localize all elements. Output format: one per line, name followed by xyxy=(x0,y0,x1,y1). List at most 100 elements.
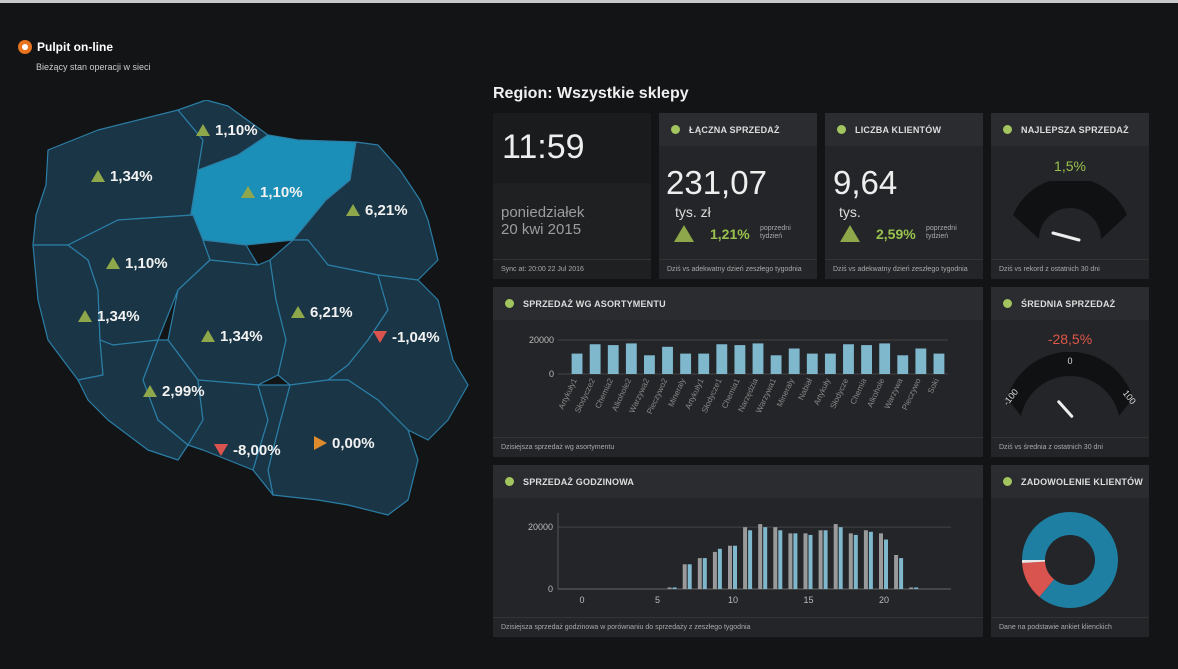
trend-up-icon xyxy=(201,330,215,342)
region-greater-poland[interactable] xyxy=(67,214,211,346)
avg-sale-gauge: -100 0 100 xyxy=(1001,352,1138,418)
map-label-value: 1,10% xyxy=(125,255,168,272)
region-lesser-poland[interactable] xyxy=(252,384,291,496)
y-tick-label: 20000 xyxy=(528,522,553,532)
note-line1: poprzedni xyxy=(926,225,957,232)
bar xyxy=(793,533,798,589)
bar xyxy=(824,353,836,374)
hourly-footer: Dzisiejsza sprzedaż godzinowa w porównan… xyxy=(501,624,751,631)
bar xyxy=(773,527,778,589)
bar xyxy=(728,545,732,589)
bar xyxy=(806,353,818,374)
donut-slice xyxy=(1022,512,1118,608)
bar xyxy=(672,587,677,589)
map-label-value: -1,04% xyxy=(392,329,440,346)
sync-text: Sync at: 20:00 22 Jul 2016 xyxy=(501,266,584,273)
bar xyxy=(702,558,707,589)
bar xyxy=(879,533,883,589)
note-line2: tydzień xyxy=(926,233,949,240)
trend-up-icon xyxy=(241,186,255,198)
bar xyxy=(778,530,783,589)
bar xyxy=(607,345,619,374)
best-sale-value: 1,5% xyxy=(1054,158,1086,174)
satisfaction-panel: ZADOWOLENIE KLIENTÓW Dane na podstawie a… xyxy=(991,465,1149,637)
x-tick-label: 20 xyxy=(879,595,889,605)
trend-up-icon xyxy=(840,225,860,242)
assortment-panel: SPRZEDAŻ WG ASORTYMENTU 20000 0 Artykuły1 S… xyxy=(493,287,983,457)
status-dot-icon xyxy=(505,477,514,486)
map-label: 6,21% xyxy=(291,304,353,321)
bar xyxy=(697,558,702,589)
clients-footer: Dziś vs adekwatny dzień zeszłego tygodni… xyxy=(833,266,968,273)
status-dot-icon xyxy=(1003,299,1012,308)
bar xyxy=(748,530,753,589)
best-sale-panel: NAJLEPSZA SPRZEDAŻ 1,5% Dziś vs rekord z… xyxy=(991,113,1149,279)
total-sales-unit: tys. zł xyxy=(675,204,711,220)
x-tick-label: 0 xyxy=(579,595,584,605)
hourly-header: SPRZEDAŻ GODZINOWA xyxy=(493,465,983,498)
bar xyxy=(758,524,763,589)
donut-slice xyxy=(1022,561,1055,597)
best-sale-header: NAJLEPSZA SPRZEDAŻ xyxy=(991,113,1149,146)
map-label-value: 1,34% xyxy=(220,328,263,345)
map-label-value: -8,00% xyxy=(233,442,281,459)
bar xyxy=(894,555,899,589)
region-warmia[interactable] xyxy=(189,134,357,246)
bar xyxy=(915,348,927,374)
brand-subtitle: Bieżący stan operacji w sieci xyxy=(36,62,151,72)
map-label: 1,10% xyxy=(241,184,303,201)
trend-flat-icon xyxy=(314,436,327,450)
bar xyxy=(803,533,808,589)
total-sales-change: 1,21% xyxy=(710,226,750,242)
avg-sale-panel: ŚREDNIA SPRZEDAŻ -28,5% -100 0 100 Dziś … xyxy=(991,287,1149,457)
hourly-chart: 20000 0 0 5 10 15 20 xyxy=(528,513,951,605)
avg-sale-footer: Dziś vs średnia z ostatnich 30 dni xyxy=(999,444,1103,451)
bar xyxy=(644,355,655,374)
bar xyxy=(899,558,904,589)
bar xyxy=(743,527,748,589)
y-tick-label: 20000 xyxy=(529,335,554,345)
map-label: -8,00% xyxy=(214,442,281,459)
map-label: 0,00% xyxy=(314,435,375,452)
bar xyxy=(625,343,637,374)
map-label-value: 1,34% xyxy=(110,168,153,185)
panel-title: SPRZEDAŻ GODZINOWA xyxy=(523,476,635,487)
clock-panel: 11:59 poniedziałek 20 kwi 2015 Sync at: … xyxy=(493,113,651,279)
trend-up-icon xyxy=(106,257,120,269)
bar xyxy=(868,531,873,589)
bar xyxy=(712,551,717,589)
bar xyxy=(662,346,673,374)
bar xyxy=(863,530,868,589)
x-tick-label: 10 xyxy=(728,595,738,605)
trend-down-icon xyxy=(214,444,228,456)
bar xyxy=(884,539,888,589)
trend-up-icon xyxy=(78,310,92,322)
trend-up-icon xyxy=(674,225,694,242)
bar xyxy=(770,355,782,374)
clock-day: poniedziałek xyxy=(501,204,585,221)
map-label: 1,34% xyxy=(78,308,140,325)
bar xyxy=(680,353,692,374)
map-label: 2,99% xyxy=(143,383,205,400)
trend-up-icon xyxy=(91,170,105,182)
bar xyxy=(788,533,793,589)
status-dot-icon xyxy=(671,125,680,134)
map-label-value: 6,21% xyxy=(365,202,408,219)
map-label-value: 1,10% xyxy=(215,122,258,139)
total-sales-header: ŁĄCZNA SPRZEDAŻ xyxy=(659,113,817,146)
total-sales-footer: Dziś vs adekwatny dzień zeszłego tygodni… xyxy=(667,266,802,273)
status-dot-icon xyxy=(1003,477,1012,486)
status-dot-icon xyxy=(505,299,514,308)
brand-title: Pulpit on-line xyxy=(37,40,113,54)
trend-up-icon xyxy=(291,306,305,318)
map-label: 1,34% xyxy=(201,328,263,345)
clients-value: 9,64 xyxy=(833,164,898,201)
assortment-footer: Dzisiejsza sprzedaż wg asortymentu xyxy=(501,444,615,451)
bar xyxy=(848,533,853,589)
map-label-value: 2,99% xyxy=(162,383,205,400)
satisfaction-header: ZADOWOLENIE KLIENTÓW xyxy=(991,465,1149,498)
bar xyxy=(818,530,823,589)
bar xyxy=(682,564,687,589)
avg-sale-value: -28,5% xyxy=(1047,331,1093,347)
clock-date: 20 kwi 2015 xyxy=(501,221,582,238)
